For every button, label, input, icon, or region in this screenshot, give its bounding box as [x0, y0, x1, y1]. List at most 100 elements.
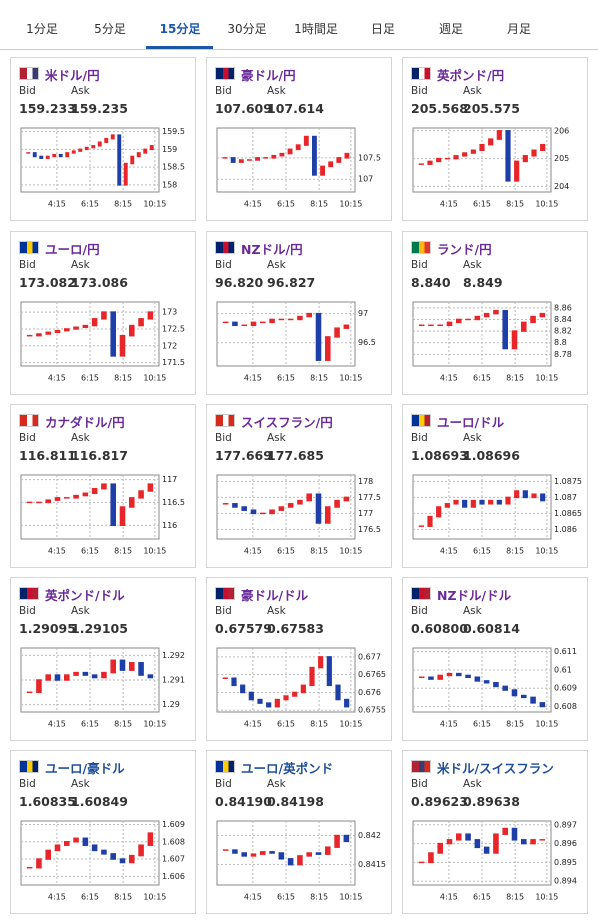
- candle: [138, 844, 144, 857]
- candle: [343, 324, 350, 329]
- ask-value: 1.60849: [71, 794, 128, 809]
- currency-tile[interactable]: 豪ドル/ドル Bid Ask 0.67579 0.67583 4:15 6:15 8:15 10…: [206, 577, 392, 741]
- candle: [260, 851, 266, 855]
- candle: [483, 312, 490, 318]
- candle: [101, 849, 107, 855]
- candle: [36, 501, 42, 504]
- candle: [483, 846, 490, 854]
- candle: [45, 674, 51, 681]
- y-tick-label: 0.6755: [358, 706, 386, 715]
- candle: [531, 149, 537, 157]
- tab[interactable]: 1時間足: [294, 22, 338, 36]
- candle: [428, 324, 434, 327]
- bid-value: 96.820: [215, 275, 264, 290]
- candle: [231, 677, 237, 687]
- x-tick-label: 8:15: [506, 720, 524, 729]
- x-tick-label: 6:15: [473, 200, 491, 209]
- currency-tile[interactable]: NZドル/ドル Bid Ask 0.60800 0.60814 4:15 6:15 8:15 1…: [402, 577, 588, 741]
- candle: [428, 676, 434, 680]
- y-tick-label: 117: [162, 475, 177, 484]
- candle: [58, 153, 63, 158]
- x-tick-label: 6:15: [473, 374, 491, 383]
- currency-tile[interactable]: ユーロ/ドル Bid Ask 1.08693 1.08696 4:15 6:15 8:15 10…: [402, 404, 588, 568]
- candle: [502, 309, 508, 350]
- x-tick-label: 6:15: [277, 374, 295, 383]
- x-tick-label: 4:15: [440, 720, 458, 729]
- candle: [101, 483, 107, 490]
- x-tick-label: 6:15: [81, 547, 99, 556]
- candle: [129, 497, 135, 508]
- currency-tile[interactable]: ユーロ/英ポンド Bid Ask 0.84190 0.84198 4:15 6:15 8:15…: [206, 750, 392, 914]
- currency-tile[interactable]: 英ポンド/円 Bid Ask 205.568 205.575 4:15 6:15 8:15 10…: [402, 57, 588, 221]
- currency-tile[interactable]: カナダドル/円 Bid Ask 116.811 116.817 4:15 6:15 8:15 1…: [10, 404, 196, 568]
- candle: [315, 312, 322, 361]
- candle: [465, 318, 471, 321]
- currency-tile[interactable]: ユーロ/円 Bid Ask 173.082 173.086 4:15 6:15 8:15 10:…: [10, 231, 196, 395]
- candle: [502, 685, 508, 691]
- x-tick-label: 8:15: [310, 720, 328, 729]
- currency-tile[interactable]: NZドル/円 Bid Ask 96.820 96.827 4:15 6:15 8:15 10:1…: [206, 231, 392, 395]
- y-tick-label: 107.5: [358, 153, 381, 162]
- x-tick-label: 6:15: [277, 893, 295, 902]
- candle: [238, 159, 244, 163]
- x-tick-label: 10:15: [339, 893, 362, 902]
- tab[interactable]: 1分足: [26, 22, 58, 36]
- x-tick-label: 4:15: [440, 547, 458, 556]
- x-tick-label: 4:15: [244, 893, 262, 902]
- tab[interactable]: 15分足: [159, 22, 201, 36]
- candle: [64, 841, 70, 846]
- currency-tile[interactable]: ユーロ/豪ドル Bid Ask 1.60835 1.60849 4:15 6:15 8:15 1…: [10, 750, 196, 914]
- candle: [250, 853, 257, 857]
- candle: [493, 681, 499, 688]
- ask-value: 1.29105: [71, 621, 128, 636]
- candle: [462, 152, 468, 157]
- x-tick-label: 4:15: [48, 374, 66, 383]
- candle: [474, 676, 481, 682]
- candle: [240, 684, 246, 694]
- tab[interactable]: 30分足: [227, 22, 267, 36]
- currency-tile[interactable]: 米ドル/スイスフラン Bid Ask 0.89623 0.89638 4:15 6:15 8:…: [402, 750, 588, 914]
- candle: [278, 852, 285, 860]
- candle: [73, 494, 79, 499]
- flag-icon: [215, 414, 235, 427]
- candle: [147, 674, 154, 679]
- candle: [36, 858, 42, 869]
- candle: [271, 154, 277, 159]
- candle: [334, 834, 340, 848]
- candle: [287, 318, 294, 321]
- candle: [64, 674, 70, 681]
- tab[interactable]: 月足: [506, 22, 532, 36]
- candle: [297, 499, 303, 505]
- candle: [45, 499, 51, 504]
- y-tick-label: 0.608: [554, 702, 577, 711]
- candle: [343, 496, 350, 502]
- candle: [232, 849, 238, 854]
- candle: [496, 130, 502, 140]
- tab[interactable]: 日足: [370, 22, 396, 36]
- flag-icon: [411, 587, 431, 600]
- x-tick-label: 4:15: [440, 200, 458, 209]
- candle: [418, 676, 425, 679]
- currency-tile[interactable]: スイスフラン/円 Bid Ask 177.669 177.685 4:15 6:15 8:15…: [206, 404, 392, 568]
- y-tick-label: 176.5: [358, 525, 381, 534]
- currency-tile[interactable]: 米ドル/円 Bid Ask 159.233 159.235 4:15 6:15 8:15 10:…: [10, 57, 196, 221]
- currency-tile[interactable]: 豪ドル/円 Bid Ask 107.609 107.614 4:15 6:15 8:15 10:…: [206, 57, 392, 221]
- candle: [453, 155, 459, 160]
- tab[interactable]: 週足: [438, 22, 464, 36]
- candle: [260, 321, 266, 324]
- candle: [522, 155, 528, 163]
- candle: [91, 487, 98, 495]
- currency-tile[interactable]: ランド/円 Bid Ask 8.840 8.849 4:15 6:15 8:15 10:15 8.…: [402, 231, 588, 395]
- x-tick-label: 4:15: [48, 200, 66, 209]
- candle: [269, 851, 275, 854]
- y-tick-label: 178: [358, 477, 373, 486]
- timeframe-tabs: 1分足 5分足 15分足 30分足 1時間足 日足 週足 月足: [0, 0, 598, 50]
- candle: [73, 326, 79, 330]
- y-tick-label: 0.8415: [358, 860, 386, 869]
- candle: [474, 315, 481, 321]
- currency-tile[interactable]: 英ポンド/ドル Bid Ask 1.29095 1.29105 4:15 6:15 8:15 1…: [10, 577, 196, 741]
- candle: [91, 145, 96, 149]
- tab[interactable]: 5分足: [94, 22, 126, 36]
- candle: [511, 689, 518, 697]
